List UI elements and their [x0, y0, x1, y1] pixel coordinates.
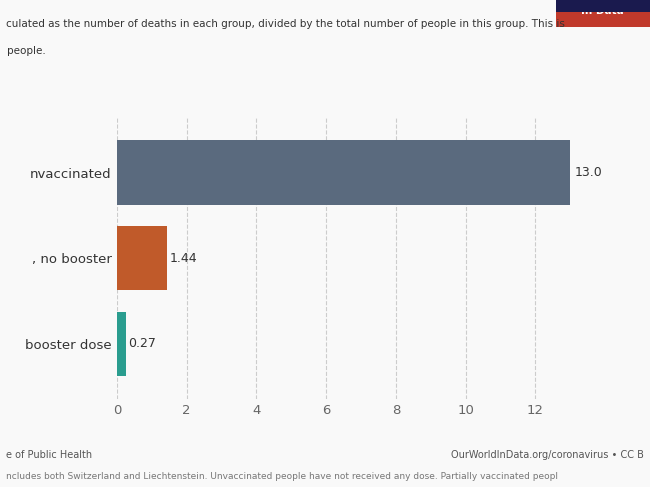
- Text: culated as the number of deaths in each group, divided by the total number of pe: culated as the number of deaths in each …: [6, 19, 566, 30]
- Bar: [117, 312, 126, 376]
- Text: OurWorldInData.org/coronavirus • CC B: OurWorldInData.org/coronavirus • CC B: [450, 450, 644, 461]
- Text: e of Public Health: e of Public Health: [6, 450, 92, 461]
- Text: ncludes both Switzerland and Liechtenstein. Unvaccinated people have not receive: ncludes both Switzerland and Liechtenste…: [6, 472, 558, 481]
- Text: In Data: In Data: [581, 6, 624, 16]
- Text: 13.0: 13.0: [575, 166, 602, 179]
- Text: 1.44: 1.44: [169, 252, 197, 264]
- Bar: [117, 226, 167, 290]
- Bar: [117, 140, 570, 205]
- Text: 0.27: 0.27: [128, 337, 156, 350]
- Text: people.: people.: [6, 46, 46, 56]
